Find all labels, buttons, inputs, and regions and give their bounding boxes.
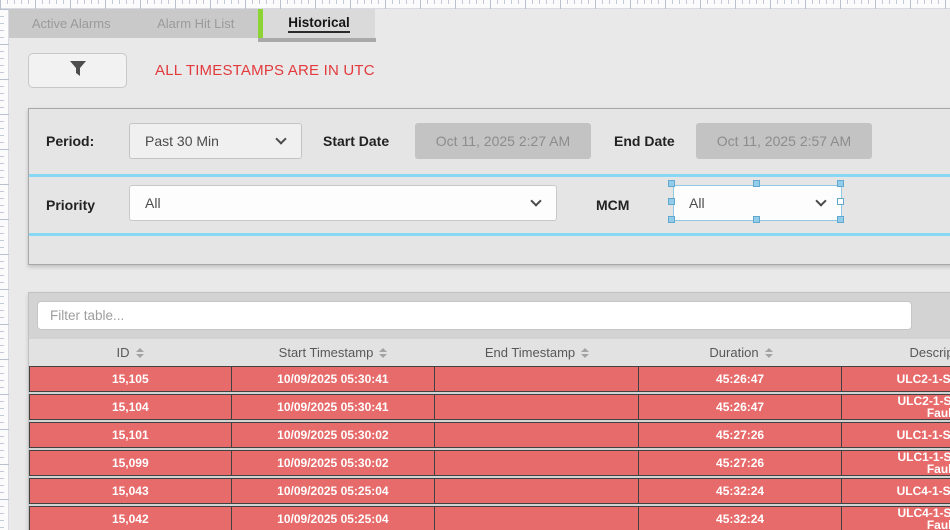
mcm-label: MCM	[596, 197, 630, 213]
cell-duration: 45:27:26	[639, 451, 843, 475]
cell-end	[435, 395, 639, 419]
cell-start: 10/09/2025 05:25:04	[232, 479, 436, 503]
cell-id: 15,099	[30, 451, 232, 475]
period-dropdown[interactable]: Past 30 Min	[129, 123, 302, 159]
table-row[interactable]: 15,105 10/09/2025 05:30:41 45:26:47 ULC2…	[29, 366, 950, 392]
cell-end	[435, 367, 639, 391]
filter-row-priority: Priority All MCM All	[29, 177, 950, 233]
column-header-end-timestamp[interactable]: End Timestamp	[435, 339, 639, 366]
filter-panel: Period: Past 30 Min Start Date Oct 11, 2…	[28, 108, 950, 265]
sort-icon	[581, 347, 590, 358]
ruler-vertical	[0, 9, 9, 530]
table-filter-input[interactable]	[37, 301, 912, 330]
column-header-id[interactable]: ID	[29, 339, 231, 366]
tab-label: Active Alarms	[31, 16, 111, 31]
cell-duration: 45:26:47	[639, 367, 843, 391]
tab-label: Historical	[288, 15, 350, 33]
start-date-label: Start Date	[323, 133, 390, 149]
sort-icon	[379, 347, 388, 358]
end-date-field: Oct 11, 2025 2:57 AM	[696, 123, 872, 159]
utc-warning-text: ALL TIMESTAMPS ARE IN UTC	[155, 62, 375, 79]
cell-end	[435, 479, 639, 503]
period-label: Period:	[46, 133, 95, 149]
priority-label: Priority	[46, 197, 96, 213]
table-row[interactable]: 15,101 10/09/2025 05:30:02 45:27:26 ULC1…	[29, 422, 950, 448]
table-row[interactable]: 15,099 10/09/2025 05:30:02 45:27:26 ULC1…	[29, 450, 950, 476]
selection-handle-bottom-center[interactable]	[753, 216, 760, 223]
cell-duration: 45:32:24	[639, 507, 843, 530]
cell-start: 10/09/2025 05:30:41	[232, 395, 436, 419]
funnel-icon	[69, 60, 86, 81]
table-row[interactable]: 15,104 10/09/2025 05:30:41 45:26:47 ULC2…	[29, 394, 950, 420]
cell-duration: 45:26:47	[639, 395, 843, 419]
cell-id: 15,043	[30, 479, 232, 503]
selection-handle-top-right[interactable]	[837, 180, 844, 187]
cell-id: 15,104	[30, 395, 232, 419]
cell-id: 15,105	[30, 367, 232, 391]
divider	[29, 174, 950, 177]
cell-description: ULC1-1-ST1 Tip	[896, 428, 950, 442]
cell-description: ULC4-1-ST1 Co Fault	[897, 507, 950, 530]
cell-start: 10/09/2025 05:30:02	[232, 423, 436, 447]
cell-id: 15,042	[30, 507, 232, 530]
cell-description: ULC4-1-ST1 Tip	[896, 484, 950, 498]
alarm-table-panel: ID Start Timestamp End Timestamp Duratio…	[28, 292, 950, 530]
selection-handle-middle-left[interactable]	[668, 198, 675, 205]
period-value: Past 30 Min	[145, 133, 219, 149]
start-date-field: Oct 11, 2025 2:27 AM	[415, 123, 591, 159]
cell-start: 10/09/2025 05:30:02	[232, 451, 436, 475]
cell-start: 10/09/2025 05:30:41	[232, 367, 436, 391]
sort-icon	[764, 347, 773, 358]
selection-handle-middle-right[interactable]	[837, 198, 844, 205]
filter-row-dates: Period: Past 30 Min Start Date Oct 11, 2…	[29, 109, 950, 174]
column-header-start-timestamp[interactable]: Start Timestamp	[231, 339, 435, 366]
cell-end	[435, 507, 639, 530]
tab-label: Alarm Hit List	[157, 16, 235, 31]
column-header-description[interactable]: Description	[909, 345, 950, 360]
tab-historical[interactable]: Historical	[263, 9, 375, 38]
cell-description: ULC2-1-ST1 Co Fault	[897, 395, 950, 419]
selection-handle-top-left[interactable]	[668, 180, 675, 187]
selection-handle-top-center[interactable]	[753, 180, 760, 187]
cell-end	[435, 451, 639, 475]
active-tab-indicator	[258, 9, 263, 39]
cell-duration: 45:32:24	[639, 479, 843, 503]
priority-dropdown[interactable]: All	[129, 185, 557, 221]
column-header-duration[interactable]: Duration	[639, 339, 843, 366]
cell-start: 10/09/2025 05:25:04	[232, 507, 436, 530]
chevron-down-icon	[275, 133, 287, 145]
tab-alarm-hit-list[interactable]: Alarm Hit List	[134, 9, 259, 38]
chevron-down-icon	[815, 195, 827, 207]
tab-bar: Active Alarms Alarm Hit List	[9, 9, 258, 38]
selection-handle-bottom-right[interactable]	[837, 216, 844, 223]
divider	[29, 233, 950, 236]
table-body: 15,105 10/09/2025 05:30:41 45:26:47 ULC2…	[29, 366, 950, 530]
priority-value: All	[145, 195, 161, 211]
table-header: ID Start Timestamp End Timestamp Duratio…	[29, 339, 950, 366]
ruler-horizontal	[0, 0, 950, 9]
sort-icon	[135, 347, 144, 358]
filter-button[interactable]	[28, 53, 127, 88]
table-row[interactable]: 15,042 10/09/2025 05:25:04 45:32:24 ULC4…	[29, 506, 950, 530]
cell-duration: 45:27:26	[639, 423, 843, 447]
end-date-label: End Date	[614, 133, 675, 149]
active-tab-underline	[258, 38, 376, 42]
tab-active-alarms[interactable]: Active Alarms	[9, 9, 134, 38]
selection-handle-bottom-left[interactable]	[668, 216, 675, 223]
cell-description: ULC2-1-ST1 Tip	[896, 372, 950, 386]
cell-description: ULC1-1-ST1 Co Fault	[897, 451, 950, 475]
mcm-value: All	[689, 195, 705, 211]
cell-end	[435, 423, 639, 447]
chevron-down-icon	[530, 195, 542, 207]
cell-id: 15,101	[30, 423, 232, 447]
table-row[interactable]: 15,043 10/09/2025 05:25:04 45:32:24 ULC4…	[29, 478, 950, 504]
